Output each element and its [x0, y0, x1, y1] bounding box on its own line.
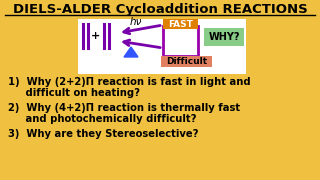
Text: WHY?: WHY? [208, 32, 240, 42]
Bar [163, 26, 198, 56]
Bar [163, 19, 198, 29]
Text: difficult on heating?: difficult on heating? [8, 88, 140, 98]
Polygon shape [124, 47, 138, 57]
Bar [204, 28, 244, 46]
Text: and photochemically difficult?: and photochemically difficult? [8, 114, 196, 124]
Text: hν: hν [130, 17, 142, 27]
Bar [161, 56, 212, 67]
Text: 1)  Why (2+2)Π reaction is fast in light and: 1) Why (2+2)Π reaction is fast in light … [8, 77, 251, 87]
Text: 2)  Why (4+2)Π reaction is thermally fast: 2) Why (4+2)Π reaction is thermally fast [8, 103, 240, 113]
Text: FAST: FAST [168, 20, 193, 29]
Text: DIELS-ALDER Cycloaddition REACTIONS: DIELS-ALDER Cycloaddition REACTIONS [12, 3, 308, 15]
Text: 3)  Why are they Stereoselective?: 3) Why are they Stereoselective? [8, 129, 198, 139]
Text: Difficult: Difficult [166, 57, 207, 66]
Text: +: + [92, 31, 100, 41]
Bar [78, 19, 246, 74]
